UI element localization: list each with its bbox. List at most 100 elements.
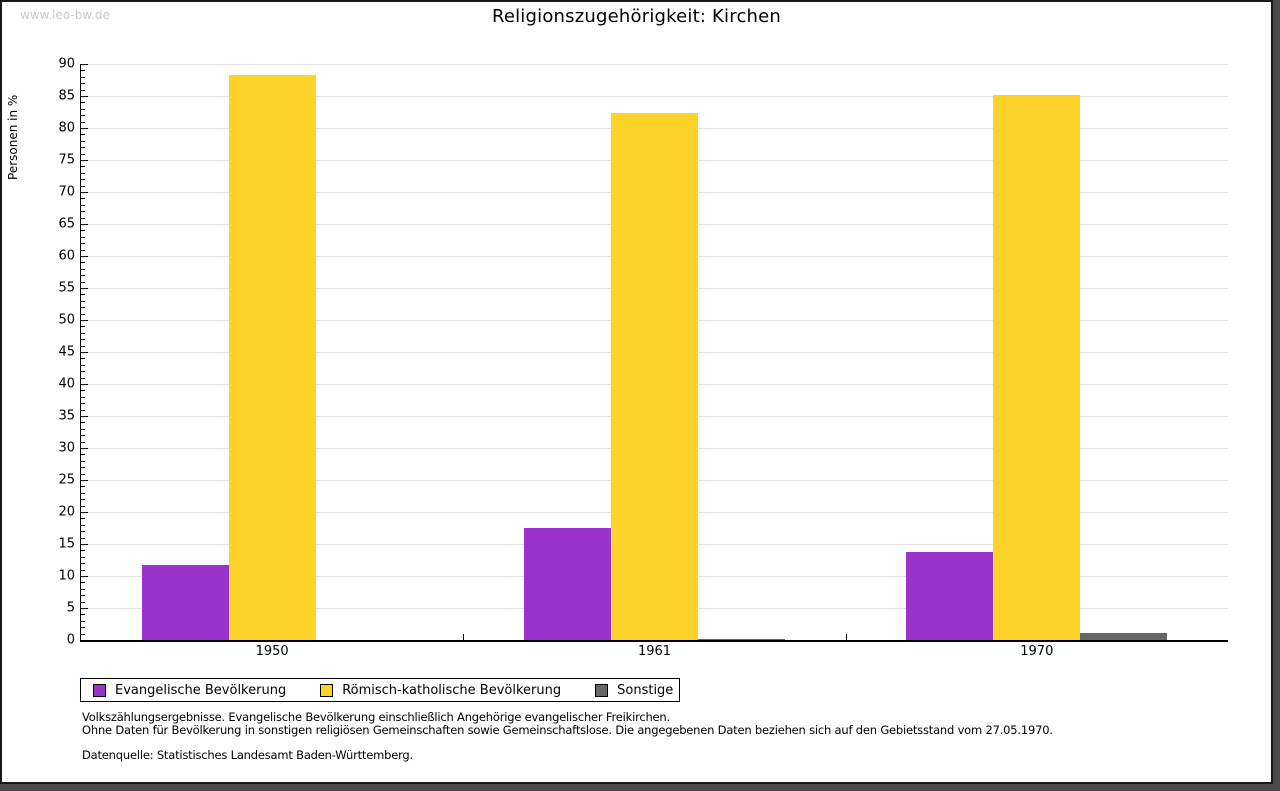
y-axis-minor-tick	[81, 582, 85, 584]
bar-r-misch-katholische-bev-lkerung-1950	[228, 75, 316, 640]
y-axis-minor-tick	[81, 166, 85, 168]
y-axis-minor-tick	[81, 371, 85, 373]
y-axis-tick-label: 65	[58, 216, 75, 232]
y-axis-minor-tick	[81, 358, 85, 360]
y-axis-major-tick	[81, 288, 88, 289]
y-axis-minor-tick	[81, 531, 85, 533]
y-axis-minor-tick	[81, 243, 85, 245]
legend-entry: Sonstige	[595, 683, 673, 698]
y-axis-major-tick	[81, 416, 88, 417]
y-axis-minor-tick	[81, 569, 85, 571]
y-axis-minor-tick	[81, 326, 85, 328]
y-axis-minor-tick	[81, 550, 85, 552]
y-axis-minor-tick	[81, 441, 85, 443]
y-axis-tick-label: 5	[66, 600, 75, 616]
legend-entry: Römisch-katholische Bevölkerung	[320, 683, 561, 698]
legend-label: Sonstige	[617, 682, 674, 698]
y-axis-major-tick	[81, 320, 88, 321]
y-axis-minor-tick	[81, 198, 85, 200]
y-axis-major-tick	[81, 512, 88, 513]
legend-swatch	[320, 683, 334, 697]
y-axis-minor-tick	[81, 108, 85, 110]
y-axis-minor-tick	[81, 313, 85, 315]
y-axis-tick-label: 90	[58, 56, 75, 72]
y-axis-minor-tick	[81, 115, 85, 117]
y-axis-minor-tick	[81, 454, 85, 456]
y-axis-minor-tick	[81, 595, 85, 597]
y-axis-minor-tick	[81, 83, 85, 85]
y-axis-major-tick	[81, 224, 88, 225]
y-axis-minor-tick	[81, 377, 85, 379]
y-axis-tick-label: 35	[58, 408, 75, 424]
y-axis-minor-tick	[81, 563, 85, 565]
y-axis-minor-tick	[81, 403, 85, 405]
legend-label: Evangelische Bevölkerung	[115, 682, 287, 698]
y-axis-minor-tick	[81, 262, 85, 264]
footnote-source: Datenquelle: Statistisches Landesamt Bad…	[82, 748, 413, 762]
y-axis-minor-tick	[81, 364, 85, 366]
y-axis-minor-tick	[81, 185, 85, 187]
bar-r-misch-katholische-bev-lkerung-1961	[610, 113, 698, 640]
y-axis-major-tick	[81, 544, 88, 545]
y-axis-tick-label: 20	[58, 504, 75, 520]
y-axis-tick-label: 55	[58, 280, 75, 296]
bar-evangelische-bev-lkerung-1970	[906, 552, 994, 640]
y-axis-major-tick	[81, 160, 88, 161]
y-axis-tick-label: 60	[58, 248, 75, 264]
bar-group-1950	[81, 64, 463, 640]
y-axis-minor-tick	[81, 435, 85, 437]
bar-evangelische-bev-lkerung-1950	[141, 565, 229, 640]
y-axis-minor-tick	[81, 89, 85, 91]
bar-group-1970	[846, 64, 1228, 640]
y-axis-minor-tick	[81, 70, 85, 72]
y-axis-minor-tick	[81, 249, 85, 251]
y-axis-major-tick	[81, 192, 88, 193]
x-axis-boundary-tick	[463, 634, 465, 640]
y-axis-minor-tick	[81, 230, 85, 232]
y-axis-tick-label: 85	[58, 88, 75, 104]
legend: Evangelische Bevölkerung Römisch-katholis…	[80, 678, 680, 702]
y-axis-tick-label: 25	[58, 472, 75, 488]
footnote-line-1: Volkszählungsergebnisse. Evangelische Be…	[82, 710, 670, 724]
y-axis-major-tick	[81, 448, 88, 449]
y-axis-major-tick	[81, 64, 88, 65]
y-axis-minor-tick	[81, 268, 85, 270]
y-axis-tick-label: 10	[58, 568, 75, 584]
y-axis-minor-tick	[81, 172, 85, 174]
y-axis-minor-tick	[81, 179, 85, 181]
y-axis-minor-tick	[81, 409, 85, 411]
y-axis-major-tick	[81, 384, 88, 385]
y-axis-major-tick	[81, 128, 88, 129]
bar-evangelische-bev-lkerung-1961	[523, 528, 611, 640]
y-axis-minor-tick	[81, 428, 85, 430]
y-axis-minor-tick	[81, 492, 85, 494]
y-axis-minor-tick	[81, 300, 85, 302]
y-axis-minor-tick	[81, 518, 85, 520]
y-axis-minor-tick	[81, 345, 85, 347]
x-axis-boundary-tick	[845, 634, 847, 640]
y-axis-major-tick	[81, 352, 88, 353]
y-axis-minor-tick	[81, 499, 85, 501]
y-axis-minor-tick	[81, 467, 85, 469]
legend-swatch	[93, 683, 106, 697]
y-axis-minor-tick	[81, 620, 85, 622]
y-axis-minor-tick	[81, 332, 85, 334]
legend-label: Römisch-katholische Bevölkerung	[342, 682, 562, 698]
x-axis-label-1961: 1961	[637, 644, 672, 659]
y-axis-major-tick	[81, 608, 88, 609]
y-axis-minor-tick	[81, 217, 85, 219]
x-axis-label-1950: 1950	[255, 644, 289, 659]
y-axis-tick-label: 30	[58, 440, 75, 456]
y-axis-minor-tick	[81, 153, 85, 155]
y-axis-major-tick	[81, 96, 88, 97]
y-axis-major-tick	[81, 256, 88, 257]
y-axis-label: Personen in %	[6, 94, 20, 180]
y-axis-minor-tick	[81, 339, 85, 341]
y-axis-tick-label: 75	[58, 152, 75, 168]
y-axis-minor-tick	[81, 147, 85, 149]
y-axis-tick-label: 40	[58, 376, 75, 392]
y-axis-tick-label: 15	[58, 536, 75, 552]
y-axis-minor-tick	[81, 396, 85, 398]
y-axis-minor-tick	[81, 633, 85, 635]
